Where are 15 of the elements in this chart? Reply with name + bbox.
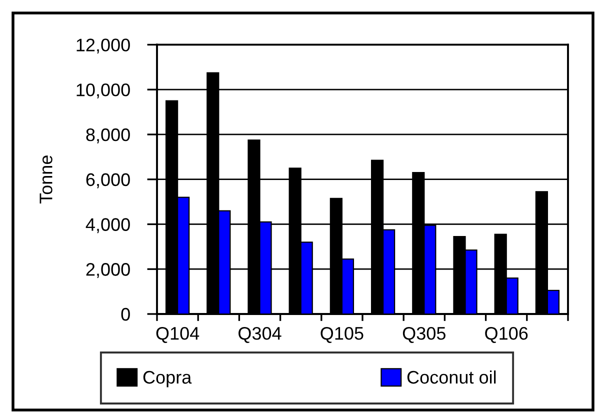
y-tick-label: 2,000 xyxy=(86,263,130,278)
y-tick-label: 10,000 xyxy=(76,84,130,98)
x-tick-label: Q106 xyxy=(485,326,528,343)
x-tick-label: Q104 xyxy=(156,326,200,343)
y-tick-label: 6,000 xyxy=(86,173,130,188)
x-tick-label: Q304 xyxy=(238,326,282,343)
y-tick-label: 4,000 xyxy=(86,218,130,234)
x-tick-label: Q305 xyxy=(402,326,446,343)
y-tick-label: 0 xyxy=(121,308,130,321)
y-tick-label: 12,000 xyxy=(76,38,130,54)
legend-label: Coconut oil xyxy=(407,370,496,384)
y-tick-label: 8,000 xyxy=(86,128,130,144)
legend-label: Copra xyxy=(143,370,192,388)
y-axis-title: Tonne xyxy=(40,156,52,204)
x-tick-label: Q105 xyxy=(320,326,364,343)
